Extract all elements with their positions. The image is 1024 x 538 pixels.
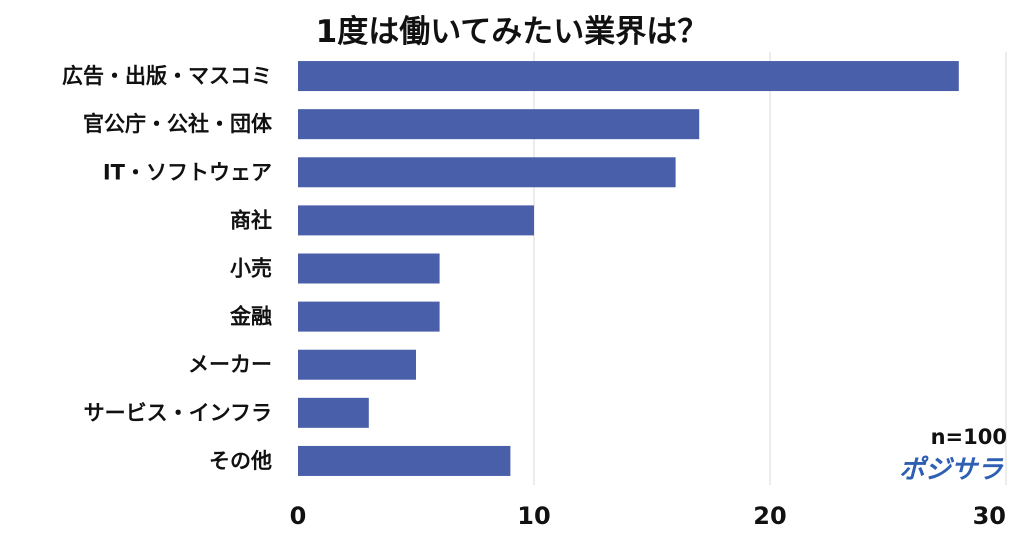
category-label: 商社: [230, 208, 272, 232]
brand-logo: ポジサラ: [899, 455, 1004, 485]
category-label: 官公庁・公社・団体: [83, 112, 273, 136]
bar: [298, 445, 511, 476]
x-tick-label: 10: [517, 502, 550, 530]
bar: [298, 349, 416, 380]
x-tick-label: 20: [753, 502, 786, 530]
category-label: 広告・出版・マスコミ: [62, 64, 272, 88]
bar: [298, 301, 440, 332]
chart-title: 1度は働いてみたい業界は？: [316, 14, 709, 50]
bar: [298, 61, 959, 92]
bar: [298, 253, 440, 284]
bar: [298, 109, 700, 140]
bar: [298, 205, 534, 236]
sample-size-label: n=100: [931, 425, 1007, 449]
bar: [298, 157, 676, 188]
category-label: サービス・インフラ: [84, 401, 272, 425]
category-label: IT・ソフトウェア: [103, 160, 272, 184]
category-label: 金融: [229, 305, 272, 329]
x-tick-label: 0: [290, 502, 307, 530]
x-tick-label: 30: [973, 502, 1006, 530]
category-label: メーカー: [188, 353, 272, 377]
category-label: その他: [209, 449, 272, 473]
bar: [298, 397, 369, 428]
category-label: 小売: [230, 257, 272, 281]
